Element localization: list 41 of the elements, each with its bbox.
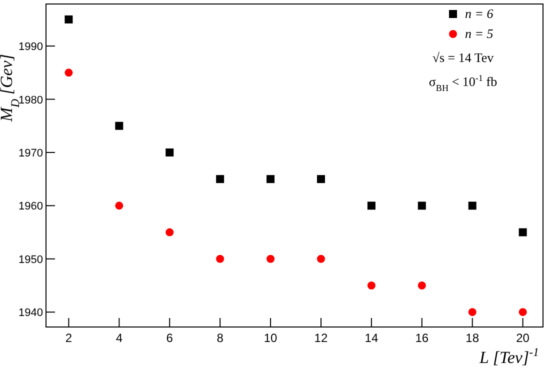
x-tick-label: 6 <box>166 331 174 345</box>
point <box>468 308 476 316</box>
legend-label: n = 5 <box>465 26 494 41</box>
point <box>518 228 527 236</box>
x-tick-label: 20 <box>516 331 530 345</box>
x-axis-title: L [Tev]$^{-1}$ <box>478 345 539 367</box>
point <box>166 228 174 236</box>
point <box>468 202 476 210</box>
point <box>266 254 275 263</box>
x-tick-label: 12 <box>314 331 328 345</box>
point <box>518 308 527 316</box>
point <box>367 281 376 290</box>
point <box>64 68 73 77</box>
x-tick-label: 18 <box>466 331 480 345</box>
x-tick-label: 2 <box>65 331 72 345</box>
x-tick-label: 16 <box>415 331 429 345</box>
point <box>115 202 124 210</box>
point <box>266 175 275 184</box>
x-tick-label: 14 <box>364 331 378 345</box>
y-tick-label: 1950 <box>18 254 43 266</box>
y-tick-label: 1990 <box>18 41 43 54</box>
x-tick-label: 8 <box>216 331 224 345</box>
y-tick-label: 1980 <box>18 94 43 106</box>
point <box>316 175 325 184</box>
point <box>367 202 376 210</box>
y-tick-label: 1970 <box>18 147 43 160</box>
legend-label: n = 6 <box>465 6 494 21</box>
point <box>166 148 174 156</box>
point <box>216 175 224 184</box>
point <box>115 122 124 130</box>
point <box>418 202 426 210</box>
x-tick-label: 10 <box>264 331 278 345</box>
point <box>64 15 73 24</box>
y-tick-label: 1940 <box>18 307 43 320</box>
point <box>216 254 224 263</box>
y-tick-label: 1960 <box>18 200 43 213</box>
x-tick-label: 4 <box>116 331 123 345</box>
point <box>418 281 426 290</box>
annotation: √s = 14 Tev <box>432 50 494 65</box>
point <box>316 254 325 263</box>
annotation: σ$_{BH}$ < 10$^{-1}$ fb <box>428 73 498 93</box>
